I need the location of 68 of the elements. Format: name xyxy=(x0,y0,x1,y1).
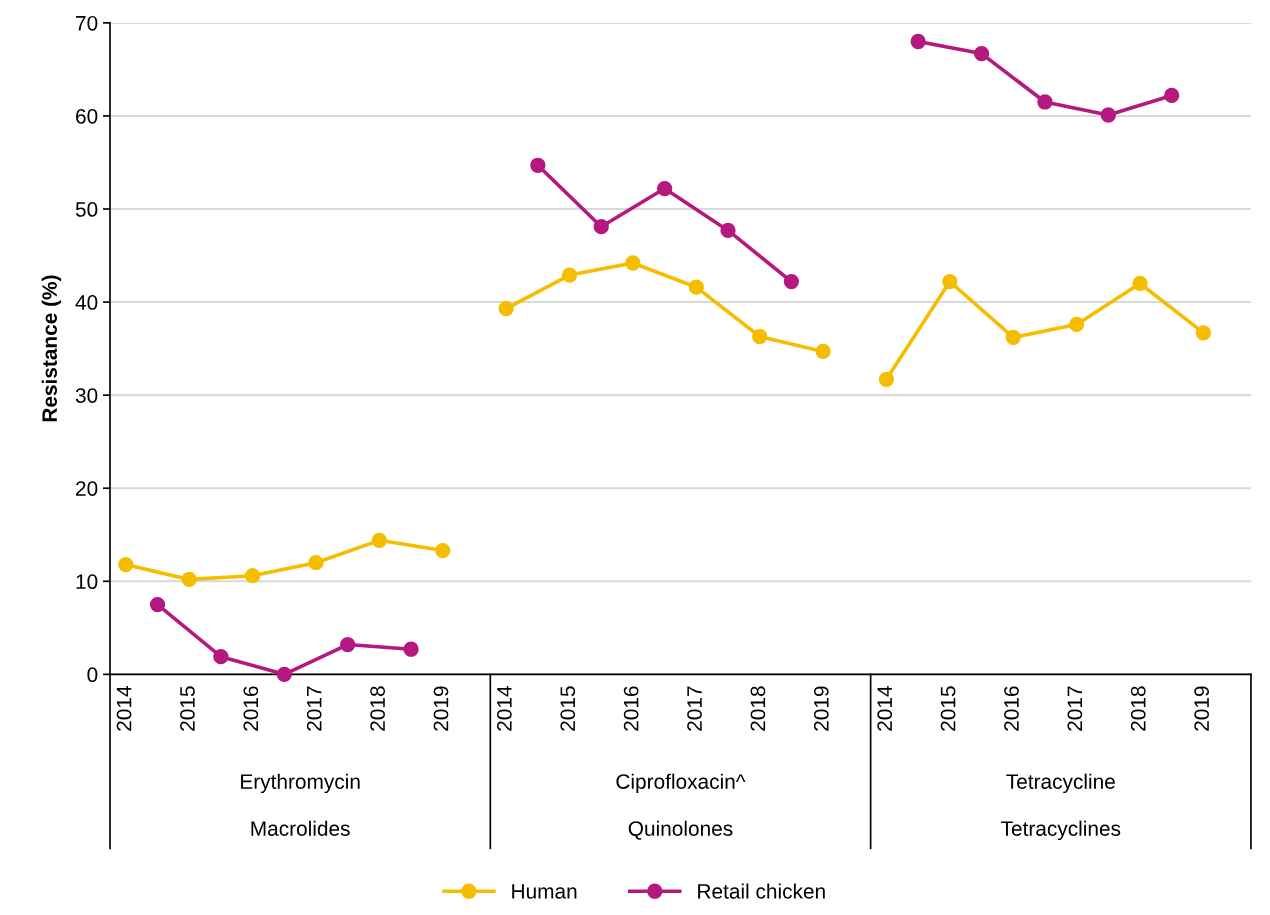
point xyxy=(625,255,641,271)
point xyxy=(815,343,831,360)
point xyxy=(752,328,768,345)
point xyxy=(435,542,451,559)
point xyxy=(213,649,229,665)
point xyxy=(942,273,958,290)
point xyxy=(371,532,388,548)
text: Erythromycin xyxy=(241,773,360,794)
y-axis-title: Resistance (%) xyxy=(41,275,62,422)
point xyxy=(720,222,736,239)
point xyxy=(403,641,419,657)
x-tick-label: 2019 xyxy=(813,686,829,731)
x-tick-label: 2018 xyxy=(1130,686,1146,731)
point xyxy=(783,273,800,290)
x-tick-label: 2015 xyxy=(560,686,576,731)
x-tick-label: 2017 xyxy=(1067,686,1083,731)
point xyxy=(498,300,514,317)
point xyxy=(561,267,578,283)
x-tick-label: 2019 xyxy=(433,686,449,731)
point xyxy=(973,45,990,62)
x-tick-label: 2015 xyxy=(180,686,195,731)
point xyxy=(1132,275,1148,292)
point xyxy=(910,33,926,50)
y-tick-label: 20 xyxy=(76,481,98,496)
x-tick-label: 2017 xyxy=(306,686,322,731)
x-tick-label: 2018 xyxy=(750,686,766,731)
y-tick-label: 50 xyxy=(75,202,98,217)
x-tick-label: 2014 xyxy=(877,686,893,731)
y-tick-label: 40 xyxy=(75,295,98,310)
text: Quinolones xyxy=(628,820,733,840)
x-tick-label: 2016 xyxy=(623,686,639,731)
point xyxy=(1068,316,1085,333)
y-tick-label: 0 xyxy=(87,667,98,683)
point xyxy=(593,219,609,235)
x-tick-label: 2016 xyxy=(1004,686,1019,731)
point xyxy=(149,596,166,613)
y-tick-label: 60 xyxy=(76,108,98,124)
point xyxy=(688,279,704,295)
point xyxy=(308,555,324,571)
text: Tetracycline xyxy=(1006,773,1115,794)
legend-label: Human xyxy=(512,884,577,899)
x-tick-label: 2017 xyxy=(687,686,702,731)
point xyxy=(1195,325,1212,341)
legend-label: Retail chicken xyxy=(698,883,825,899)
x-tick-label: 2019 xyxy=(1194,686,1209,731)
point xyxy=(1037,94,1053,110)
point xyxy=(656,180,673,197)
x-tick-label: 2018 xyxy=(370,686,385,731)
point xyxy=(118,556,134,573)
x-tick-label: 2015 xyxy=(940,686,956,731)
point xyxy=(181,571,197,588)
text: Macrolides xyxy=(251,820,350,836)
point xyxy=(1005,329,1021,346)
y-tick-label: 30 xyxy=(75,388,98,403)
point xyxy=(1164,87,1180,104)
x-tick-label: 2016 xyxy=(243,686,259,731)
point xyxy=(244,568,261,584)
y-tick-label: 70 xyxy=(76,15,98,31)
point xyxy=(530,157,546,173)
point xyxy=(340,636,356,653)
x-tick-label: 2014 xyxy=(116,686,132,731)
text: Tetracyclines xyxy=(1001,820,1121,841)
text: Ciprofloxacin^ xyxy=(616,773,746,794)
y-tick-label: 10 xyxy=(76,574,98,590)
point xyxy=(276,666,292,682)
point xyxy=(1100,107,1116,123)
x-tick-label: 2014 xyxy=(496,686,512,731)
point xyxy=(878,371,895,387)
